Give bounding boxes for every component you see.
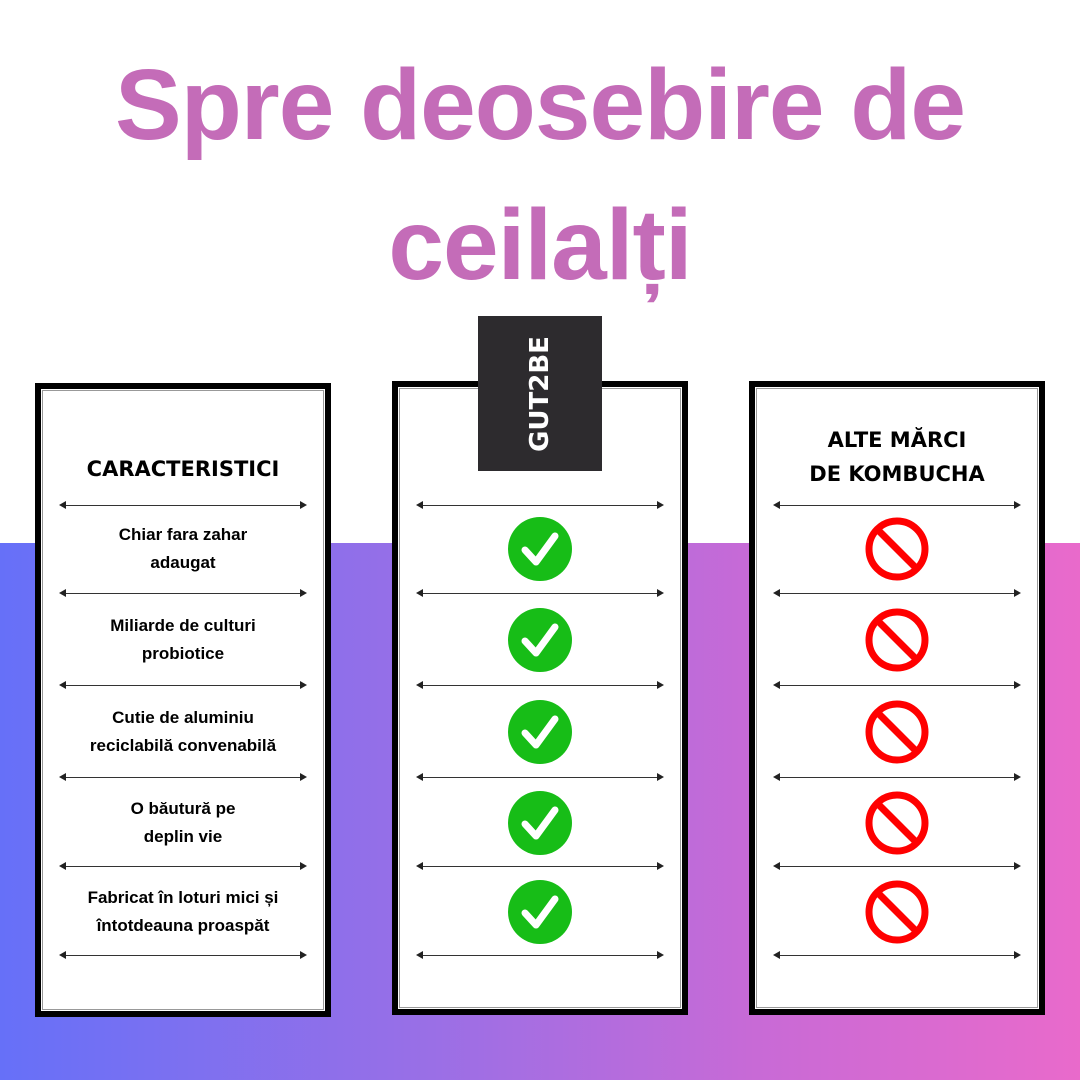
divider-arrow [59,589,307,597]
divider-arrow [416,681,664,689]
divider-arrow [416,862,664,870]
page-title-line2: ceilalți [388,189,692,301]
others-column: ALTE MĂRCI DE KOMBUCHA [749,381,1045,1015]
divider-arrow [59,773,307,781]
divider-arrow [773,951,1021,959]
divider-arrow [416,773,664,781]
divider-arrow [773,862,1021,870]
features-header: CARACTERISTICI [86,457,280,481]
divider-arrow [59,951,307,959]
check-icon [507,607,573,673]
feature-label-line1: Fabricat în loturi mici și [87,888,279,907]
feature-label-line1: O băutură pe [130,799,236,818]
divider-arrow [773,681,1021,689]
prohibited-icon [864,699,930,765]
feature-label-line2: probiotice [141,644,225,663]
page-title-line1: Spre deosebire de [115,49,966,161]
prohibited-icon [864,879,930,945]
feature-label-line2: deplin vie [143,827,223,846]
feature-label-line1: Miliarde de culturi [110,616,256,635]
prohibited-icon [864,516,930,582]
check-icon [507,879,573,945]
divider-arrow [416,589,664,597]
gut2be-column [392,381,688,1015]
divider-arrow [59,681,307,689]
gut2be-logo: GUT2BE [478,316,602,471]
feature-label-line2: reciclabilă convenabilă [89,736,277,755]
features-column: CARACTERISTICI Chiar fara zahar adaugat Mi… [35,383,331,1017]
others-header-line2: DE KOMBUCHA [809,462,985,486]
prohibited-icon [864,607,930,673]
check-icon [507,516,573,582]
check-icon [507,790,573,856]
prohibited-icon [864,790,930,856]
brand-name: GUT2BE [525,335,555,452]
others-header-line1: ALTE MĂRCI [827,428,967,452]
divider-arrow [773,773,1021,781]
divider-arrow [773,501,1021,509]
feature-label-line1: Cutie de aluminiu [112,708,254,727]
divider-arrow [416,951,664,959]
divider-arrow [59,862,307,870]
divider-arrow [59,501,307,509]
feature-label-line2: adaugat [150,553,216,572]
divider-arrow [773,589,1021,597]
divider-arrow [416,501,664,509]
feature-label-line2: întotdeauna proaspăt [96,916,270,935]
feature-label-line1: Chiar fara zahar [118,525,248,544]
check-icon [507,699,573,765]
